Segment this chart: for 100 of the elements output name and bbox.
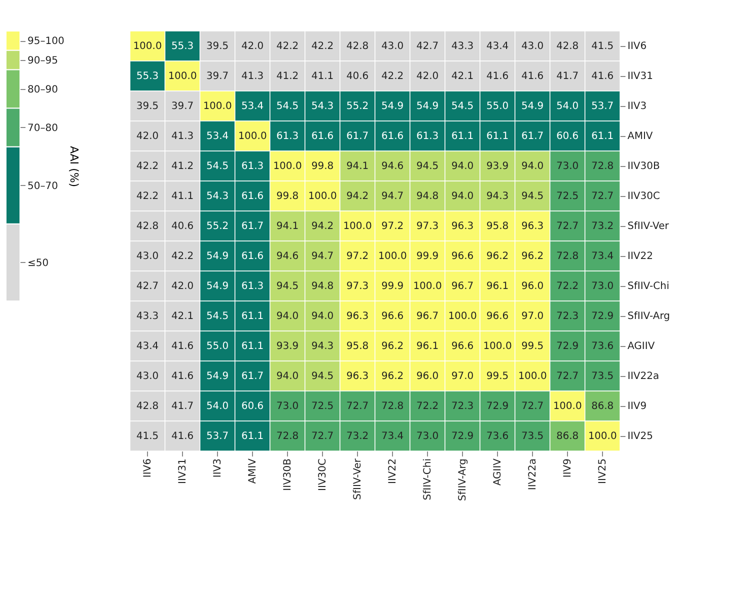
y-tick-label: SfIIV-Chi <box>628 281 670 292</box>
data-label: 72.8 <box>276 431 299 442</box>
data-label: 96.6 <box>451 341 474 352</box>
data-label: 61.1 <box>241 341 264 352</box>
data-label: 94.7 <box>381 191 404 202</box>
data-label: 73.0 <box>276 401 299 412</box>
data-label: 61.6 <box>241 191 264 202</box>
data-label: 43.0 <box>136 251 159 262</box>
data-label: 41.6 <box>486 71 509 82</box>
data-label: 94.1 <box>276 221 299 232</box>
data-label: 96.7 <box>451 281 474 292</box>
data-label: 97.2 <box>381 221 404 232</box>
data-label: 61.7 <box>346 131 369 142</box>
data-label: 42.2 <box>311 41 334 52</box>
data-label: 43.0 <box>521 41 544 52</box>
x-tick-label: IIV31 <box>178 458 188 484</box>
data-label: 41.6 <box>171 371 194 382</box>
data-label: 41.1 <box>311 71 334 82</box>
data-label: 96.2 <box>381 371 404 382</box>
data-label: 100.0 <box>168 71 197 82</box>
data-label: 42.0 <box>171 281 194 292</box>
data-label: 73.2 <box>591 221 614 232</box>
data-label: 54.3 <box>206 191 229 202</box>
data-label: 42.1 <box>171 311 194 322</box>
data-label: 42.8 <box>136 401 159 412</box>
data-label: 42.2 <box>276 41 299 52</box>
data-label: 94.2 <box>346 191 369 202</box>
data-label: 73.4 <box>591 251 614 262</box>
data-label: 41.7 <box>556 71 579 82</box>
data-label: 95.8 <box>346 341 369 352</box>
data-label: 54.9 <box>416 101 439 112</box>
data-label: 73.6 <box>486 431 509 442</box>
data-label: 95.8 <box>486 221 509 232</box>
data-label: 72.5 <box>311 401 334 412</box>
data-label: 96.6 <box>451 251 474 262</box>
data-label: 54.9 <box>206 251 229 262</box>
data-label: 94.2 <box>311 221 334 232</box>
data-label: 54.3 <box>311 101 334 112</box>
color-bar-label: 70–80 <box>28 122 58 134</box>
data-label: 100.0 <box>448 311 477 322</box>
data-label: 94.5 <box>276 281 299 292</box>
data-label: 54.9 <box>206 371 229 382</box>
data-label: 53.7 <box>206 431 229 442</box>
data-label: 39.7 <box>206 71 229 82</box>
data-label: 53.4 <box>206 131 229 142</box>
data-label: 42.8 <box>346 41 369 52</box>
data-label: 94.0 <box>521 161 544 172</box>
data-label: 94.6 <box>381 161 404 172</box>
x-tick-label: AGIIV <box>492 458 504 486</box>
data-label: 61.7 <box>241 371 264 382</box>
data-label: 94.0 <box>311 311 334 322</box>
data-label: 100.0 <box>553 401 582 412</box>
data-label: 96.2 <box>486 251 509 262</box>
data-label: 54.5 <box>206 311 229 322</box>
data-label: 93.9 <box>486 161 509 172</box>
y-tick-label: SfIIV-Ver <box>628 221 670 232</box>
y-tick-label: IIV22 <box>628 251 653 262</box>
data-label: 96.7 <box>416 311 439 322</box>
data-label: 54.0 <box>556 101 579 112</box>
data-label: 72.7 <box>311 431 334 442</box>
data-label: 53.7 <box>591 101 614 112</box>
data-label: 94.6 <box>276 251 299 262</box>
color-bar-label: 80–90 <box>28 84 58 96</box>
data-label: 72.9 <box>591 311 614 322</box>
x-tick-label: IIV3 <box>212 458 224 478</box>
data-label: 43.4 <box>486 41 509 52</box>
data-label: 100.0 <box>378 251 407 262</box>
data-label: 96.1 <box>416 341 439 352</box>
data-label: 61.6 <box>311 131 334 142</box>
x-tick-label: SfIIV-Chi <box>422 458 434 500</box>
data-label: 61.3 <box>416 131 439 142</box>
data-label: 41.5 <box>136 431 159 442</box>
data-label: 54.9 <box>521 101 544 112</box>
data-label: 100.0 <box>203 101 232 112</box>
data-label: 73.0 <box>591 281 614 292</box>
data-label: 97.3 <box>346 281 369 292</box>
data-label: 39.5 <box>136 101 159 112</box>
data-label: 41.2 <box>276 71 299 82</box>
data-label: 61.6 <box>241 251 264 262</box>
data-label: 72.7 <box>556 371 579 382</box>
data-label: 94.0 <box>451 191 474 202</box>
y-tick-label: IIV30B <box>628 161 660 172</box>
data-label: 41.5 <box>591 41 614 52</box>
data-label: 42.7 <box>136 281 159 292</box>
data-label: 72.8 <box>591 161 614 172</box>
data-label: 41.6 <box>171 341 194 352</box>
data-label: 42.8 <box>136 221 159 232</box>
data-label: 94.0 <box>451 161 474 172</box>
data-label: 72.3 <box>556 311 579 322</box>
data-label: 96.6 <box>486 311 509 322</box>
data-label: 61.6 <box>381 131 404 142</box>
data-label: 61.3 <box>276 131 299 142</box>
y-tick-label: AGIIV <box>628 341 655 352</box>
data-label: 40.6 <box>171 221 194 232</box>
data-label: 99.9 <box>381 281 404 292</box>
data-label: 94.5 <box>521 191 544 202</box>
data-label: 43.4 <box>136 341 159 352</box>
data-label: 41.6 <box>171 431 194 442</box>
data-label: 55.3 <box>171 41 194 52</box>
data-label: 42.1 <box>451 71 474 82</box>
